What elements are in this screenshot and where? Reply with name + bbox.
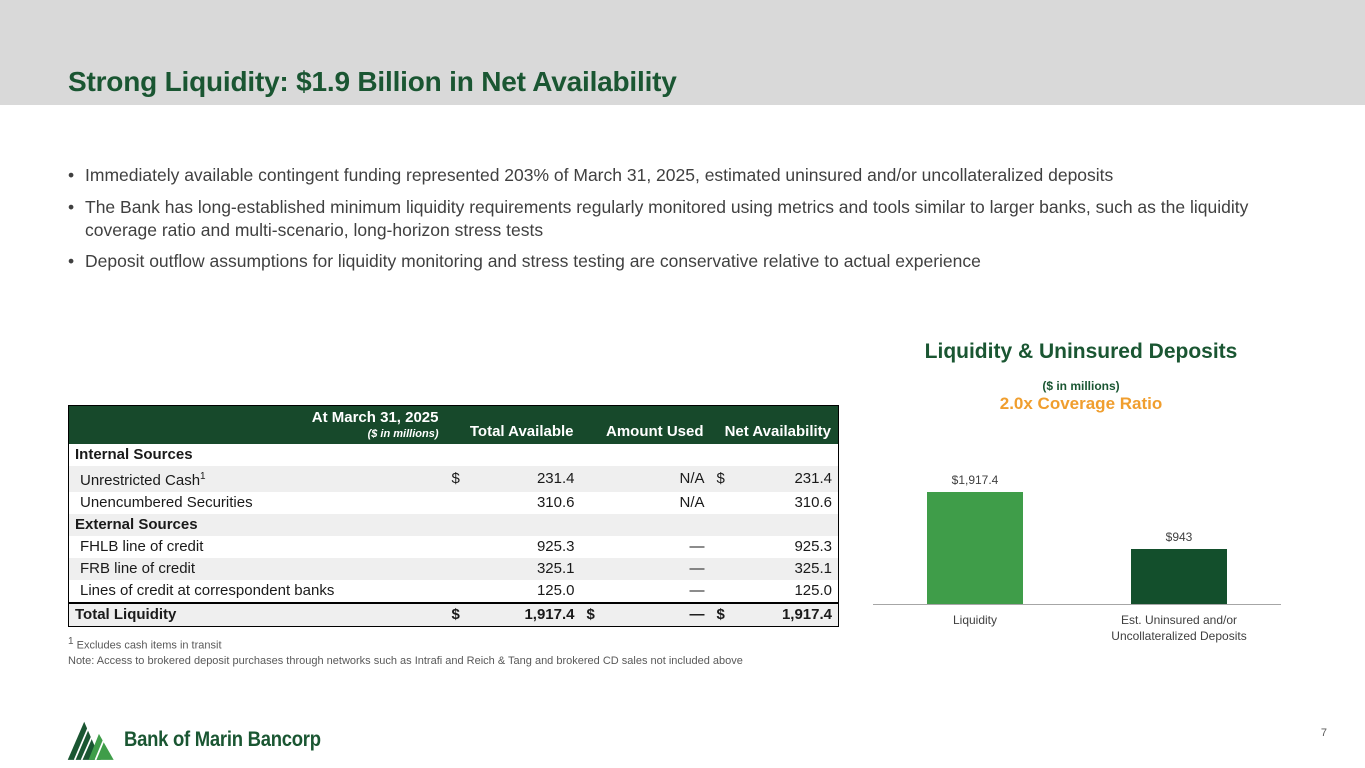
table-section-row: Internal Sources xyxy=(69,444,839,466)
table-subtitle: ($ in millions) xyxy=(367,428,439,440)
cell-total-available: 325.1 xyxy=(445,558,581,580)
table-section-row: External Sources xyxy=(68,514,839,536)
section-label: Internal Sources xyxy=(75,446,193,463)
bullet-marker: • xyxy=(68,251,75,272)
logo-text: Bank of Marin Bancorp xyxy=(124,728,321,751)
liquidity-table: At March 31, 2025 ($ in millions) Total … xyxy=(68,405,839,627)
cell-net-availability: 925.3 xyxy=(794,538,832,555)
row-label: Total Liquidity xyxy=(68,602,446,627)
cell-net-availability: $1,917.4 xyxy=(710,602,839,627)
bullet-text: Immediately available contingent funding… xyxy=(85,165,1114,185)
footnote-1-marker: 1 xyxy=(68,636,74,647)
bullet-text: The Bank has long-established minimum li… xyxy=(85,196,1249,240)
row-label: FHLB line of credit xyxy=(80,538,204,555)
liquidity-table-body: Internal Sources Unrestricted Cash1 $231.4… xyxy=(68,444,839,627)
page-title: Strong Liquidity: $1.9 Billion in Net Av… xyxy=(68,66,677,97)
col-header-amount-used: Amount Used xyxy=(580,405,711,444)
bullet-list: • Immediately available contingent fundi… xyxy=(68,164,1258,282)
cell-amount-used: — xyxy=(689,582,705,599)
table-row: Unencumbered Securities 310.6 N/A 310.6 xyxy=(69,492,839,514)
table-total-row: Total Liquidity $1,917.4 $ — $1,917.4 xyxy=(68,602,839,627)
bar-value-label: $1,917.4 xyxy=(951,473,999,487)
bar-category-label: Est. Uninsured and/or Uncollateralized D… xyxy=(1111,613,1247,643)
bank-logo: Bank of Marin Bancorp xyxy=(66,718,348,762)
cell-amount-used: N/A xyxy=(580,466,711,492)
table-row: Lines of credit at correspondent banks 12… xyxy=(69,580,839,603)
cell-total-available: $1,917.4 xyxy=(445,602,581,627)
liquidity-table-section: At March 31, 2025 ($ in millions) Total … xyxy=(68,405,839,669)
table-header-row: At March 31, 2025 ($ in millions) Total … xyxy=(68,405,839,444)
title-band: Strong Liquidity: $1.9 Billion in Net Av… xyxy=(0,0,1365,105)
cell-total-available: $231.4 xyxy=(445,466,581,492)
cell-amount-used: — xyxy=(580,558,711,580)
logo-mark-icon xyxy=(67,721,114,761)
bullet-item: • Immediately available contingent fundi… xyxy=(68,164,1258,187)
bullet-marker: • xyxy=(68,196,75,217)
bar-uninsured-deposits: $943 xyxy=(1131,530,1227,604)
cell-total-available: 125.0 xyxy=(536,582,575,599)
bullet-marker: • xyxy=(68,165,75,185)
row-label: Lines of credit at correspondent banks xyxy=(80,582,335,599)
cell-total-available: 925.3 xyxy=(536,538,575,555)
row-label: Unrestricted Cash1 xyxy=(68,466,446,492)
row-label: Unencumbered Securities xyxy=(80,494,253,511)
row-label: FRB line of credit xyxy=(68,558,446,580)
bullet-text: Deposit outflow assumptions for liquidit… xyxy=(85,251,981,272)
table-row: Unrestricted Cash1 $231.4 N/A $231.4 xyxy=(68,466,839,492)
cell-amount-used: N/A xyxy=(679,494,705,511)
page-number: 7 xyxy=(1320,727,1327,739)
cell-net-availability: 325.1 xyxy=(710,558,839,580)
table-row: FRB line of credit 325.1—325.1 xyxy=(68,558,839,580)
coverage-ratio-label: 2.0x Coverage Ratio xyxy=(999,394,1163,413)
col-header-net-availability: Net Availability xyxy=(710,405,839,444)
cell-net-availability: 125.0 xyxy=(794,582,832,599)
liquidity-chart: Liquidity & Uninsured Deposits ($ in mil… xyxy=(861,340,1301,670)
bar-category-labels: Liquidity Est. Uninsured and/or Uncollate… xyxy=(873,613,1281,657)
table-row: FHLB line of credit 925.3 — 925.3 xyxy=(69,536,839,558)
footnote-1-text: Excludes cash items in transit xyxy=(76,639,222,652)
bar-liquidity: $1,917.4 xyxy=(927,473,1023,604)
table-header-left: At March 31, 2025 ($ in millions) xyxy=(68,405,446,444)
section-label: External Sources xyxy=(68,514,839,536)
chart-subtitle: ($ in millions) xyxy=(1042,379,1120,393)
footnote-2: Note: Access to brokered deposit purchas… xyxy=(68,655,743,668)
cell-amount-used: $ — xyxy=(580,602,711,627)
cell-net-availability: $231.4 xyxy=(710,466,839,492)
bullet-item: • The Bank has long-established minimum … xyxy=(68,196,1258,242)
footnote-1: 1 Excludes cash items in transit xyxy=(68,635,838,654)
cell-net-availability: 310.6 xyxy=(794,494,832,511)
col-header-total-available: Total Available xyxy=(445,405,581,444)
bullet-item: • Deposit outflow assumptions for liquid… xyxy=(68,250,1258,273)
cell-total-available: 310.6 xyxy=(536,494,575,511)
bar-plot: $1,917.4 $943 xyxy=(873,473,1281,605)
chart-title: Liquidity & Uninsured Deposits xyxy=(924,340,1238,363)
bar-category-label: Liquidity xyxy=(952,613,998,627)
cell-amount-used: — xyxy=(689,538,705,555)
bar-value-label: $943 xyxy=(1165,530,1193,544)
table-title: At March 31, 2025 xyxy=(311,409,439,426)
